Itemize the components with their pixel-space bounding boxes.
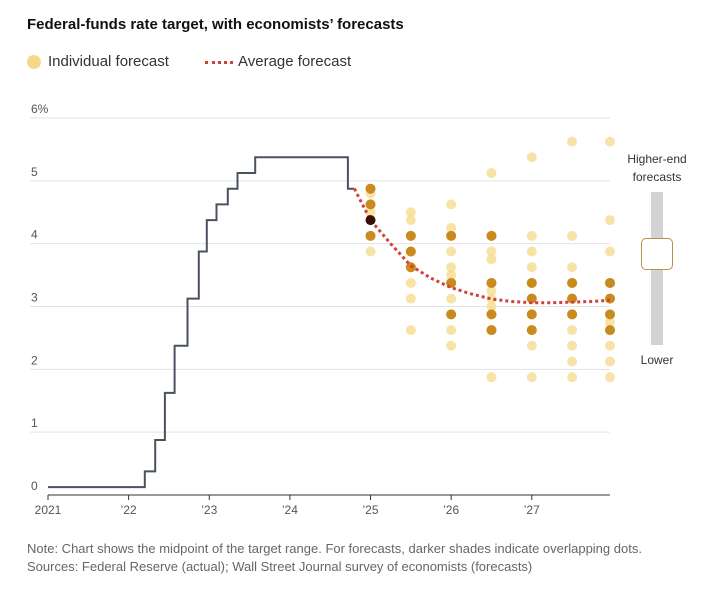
forecast-dot [446, 222, 457, 233]
forecast-dot-overlap [605, 277, 615, 288]
slider-bottom-label: Lower [640, 353, 674, 367]
forecast-dot [446, 293, 457, 304]
forecast-dot-overlap [605, 309, 615, 320]
forecast-dot [526, 152, 537, 163]
actual-rate-line [48, 156, 355, 489]
x-tick-label: ’24 [282, 503, 298, 517]
legend-label-average: Average forecast [238, 53, 352, 70]
forecast-dot-overlap [405, 246, 416, 257]
y-tick-label: 3 [31, 291, 38, 305]
forecast-dot [567, 325, 578, 336]
note-text: Note: Chart shows the midpoint of the ta… [27, 541, 642, 556]
forecast-dot [605, 356, 615, 367]
forecast-dot-overlap [486, 277, 497, 288]
x-tick-label: ’22 [121, 503, 137, 517]
forecast-dot [446, 270, 457, 281]
forecast-dot-overlap [567, 277, 578, 288]
forecast-dot [567, 230, 578, 241]
forecast-dot [486, 254, 497, 265]
forecast-dot [405, 277, 416, 288]
y-tick-label: 4 [31, 228, 38, 242]
forecast-dot-overlap [446, 309, 457, 320]
forecast-dot [405, 293, 416, 304]
x-tick-label: ’27 [524, 503, 540, 517]
grid-layer [30, 117, 610, 433]
y-tick-label: 1 [31, 416, 38, 430]
lines-layer [48, 156, 611, 489]
forecast-dot [446, 246, 457, 257]
forecast-dot [567, 356, 578, 367]
forecast-dot [605, 317, 615, 328]
forecast-dots-layer [365, 136, 615, 383]
forecast-dot-overlap [567, 293, 578, 304]
forecast-dot-overlap [486, 325, 497, 336]
forecast-dot [446, 199, 457, 210]
forecast-dot-overlap [526, 277, 537, 288]
y-tick-label: 0 [31, 479, 38, 493]
forecast-dot-overlap [365, 183, 376, 194]
forecast-dot-overlap [446, 230, 457, 241]
forecast-dot [526, 340, 537, 351]
forecast-dot [486, 301, 497, 312]
forecast-dot [567, 372, 578, 383]
forecast-dot-overlap [365, 199, 376, 210]
x-tick-label: ’25 [363, 503, 379, 517]
forecast-dot-overlap [486, 309, 497, 320]
forecast-dot-overlap [526, 325, 537, 336]
forecast-dot [526, 372, 537, 383]
forecast-dot [605, 372, 615, 383]
x-tick-label: 2021 [35, 503, 62, 517]
forecast-dot [486, 246, 497, 257]
x-tick-label: ’26 [443, 503, 459, 517]
forecast-dot [365, 207, 376, 218]
forecast-dot-overlap [605, 325, 615, 336]
forecast-dot-overlap [365, 230, 376, 241]
forecast-dot-overlap [567, 309, 578, 320]
forecast-dot [405, 207, 416, 218]
forecast-dot [567, 340, 578, 351]
axis-layer: 0 1 2 3 4 5 6% 2021 ’22 ’23 ’24 ’25 ’26 ’27 [31, 102, 610, 517]
y-tick-label: 2 [31, 353, 38, 367]
legend-dotted-line-icon [205, 61, 233, 64]
forecast-dot [605, 136, 615, 147]
forecast-dot [526, 230, 537, 241]
forecast-dot [526, 246, 537, 257]
legend-label-individual: Individual forecast [48, 53, 169, 70]
average-highlight-dot [365, 215, 376, 226]
forecast-dot [567, 136, 578, 147]
forecast-dot [405, 325, 416, 336]
y-tick-label: 5 [31, 165, 38, 179]
forecast-dot [605, 246, 615, 257]
forecast-slider-thumb[interactable] [641, 238, 673, 270]
legend-dot-icon [27, 55, 41, 69]
forecast-dot [486, 167, 497, 178]
forecast-dot-overlap [486, 230, 497, 241]
forecast-dot [567, 262, 578, 273]
forecast-dot [486, 293, 497, 304]
forecast-dot [446, 262, 457, 273]
x-tick-label: ’23 [201, 503, 217, 517]
forecast-dot [405, 215, 416, 226]
forecast-dot [526, 262, 537, 273]
forecast-dot [605, 215, 615, 226]
slider-top-label: Higher-end forecasts [627, 152, 687, 184]
chart-title: Federal-funds rate target, with economis… [27, 16, 404, 33]
forecast-dot [446, 325, 457, 336]
forecast-dot-overlap [526, 293, 537, 304]
forecast-dot [486, 372, 497, 383]
forecast-dot [365, 246, 376, 257]
forecast-dot-overlap [405, 230, 416, 241]
sources-text: Sources: Federal Reserve (actual); Wall … [27, 559, 533, 574]
chart-notes: Note: Chart shows the midpoint of the ta… [27, 540, 642, 576]
forecast-dot-overlap [526, 309, 537, 320]
forecast-dot [446, 340, 457, 351]
forecast-dot-overlap [605, 293, 615, 304]
forecast-dot [486, 285, 497, 296]
y-tick-label: 6% [31, 102, 49, 116]
forecast-dot [605, 340, 615, 351]
